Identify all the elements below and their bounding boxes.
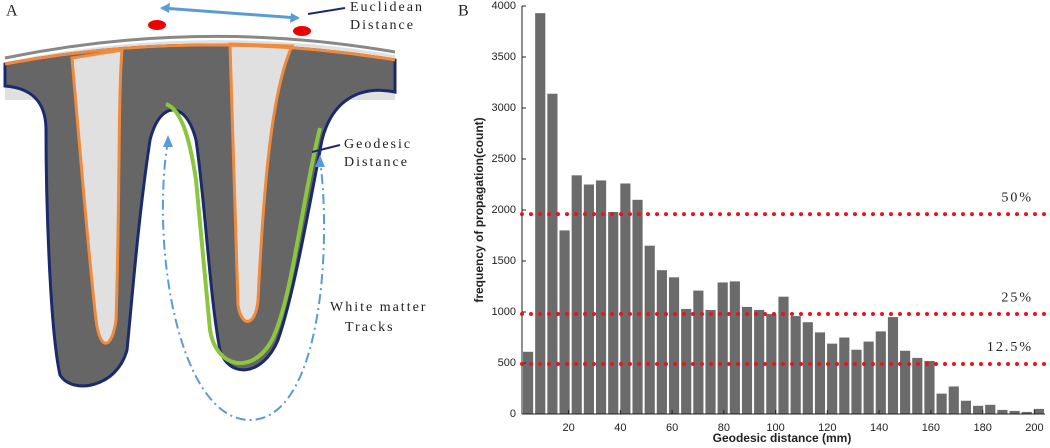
bar [681,308,692,414]
x-tick-label: 20 [562,422,574,434]
annotation: Distance [350,18,415,33]
bar [571,175,582,414]
x-tick-label: 160 [922,422,940,434]
surface-edge [4,43,396,66]
annotation: Geodesic [344,137,412,152]
bar [620,183,631,414]
bar [839,337,850,414]
bar [912,357,923,414]
y-tick-label: 500 [498,357,516,369]
bar [851,349,862,414]
bar [656,270,667,414]
bar [559,230,570,414]
bar [729,281,740,414]
bar [705,309,716,414]
x-tick-label: 180 [973,422,991,434]
bar [595,180,607,414]
right-sulcus [228,42,295,323]
bar [754,309,765,414]
y-tick-label: 0 [510,408,516,420]
bar [668,277,680,414]
y-tick-label: 1500 [492,255,516,267]
reference-label: 12.5% [987,340,1033,355]
y-tick-label: 2000 [492,204,516,216]
y-tick-label: 4000 [492,0,516,12]
bar [924,360,935,414]
x-tick-label: 100 [766,422,784,434]
annotation: Euclidean [350,0,424,15]
bar [547,93,558,414]
source-node [148,20,166,30]
bar [523,351,534,414]
x-axis-label: Geodesic distance (mm) [713,431,852,445]
bar [814,332,826,414]
bar [985,404,996,414]
bar [644,245,655,414]
panel-label: B [458,3,469,20]
y-tick-label: 3000 [492,102,516,114]
y-tick-label: 2500 [492,153,516,165]
y-tick-label: 1000 [492,306,516,318]
annotation: Distance [344,155,409,170]
bar [632,199,643,414]
bar [948,386,959,414]
euclidean-arrow [161,6,299,20]
bar [875,331,886,414]
y-axis-label: frequency of propagation(count) [472,117,486,302]
x-tick-label: 80 [718,422,730,434]
geodesic-path [165,102,322,366]
white-matter-track [161,139,326,422]
reference-label: 25% [1001,290,1033,305]
bar [802,322,813,414]
x-tick-label: 140 [870,422,888,434]
y-tick-label: 3500 [492,51,516,63]
pointer [307,7,346,15]
panel-label: A [6,3,18,20]
x-tick-label: 40 [614,422,626,434]
target-node [293,26,311,36]
bar [583,184,594,414]
reference-label: 50% [1001,190,1033,205]
pointer [311,144,341,153]
bar [1009,410,1020,414]
bar [973,405,984,414]
left-sulcus [70,48,124,345]
x-tick-label: 120 [818,422,836,434]
x-tick-label: 200 [1025,422,1043,434]
annotation: Tracks [345,320,395,335]
bar [863,341,874,414]
bar [827,343,838,414]
skull-arc [4,34,396,60]
bar [960,400,972,414]
bar [790,316,801,414]
bar [997,409,1008,414]
annotation: White matter [330,300,427,315]
x-tick-label: 60 [666,422,678,434]
bar [936,393,947,414]
bar [1021,411,1032,414]
bar [778,296,789,414]
bar [693,290,704,414]
bar [887,317,899,414]
bar [900,350,911,414]
diagram: A Euclidean Distance Geodesic Distance W… [3,0,427,422]
bar [766,314,777,414]
bar [717,282,728,414]
bar [1033,408,1044,414]
bar [741,306,753,414]
